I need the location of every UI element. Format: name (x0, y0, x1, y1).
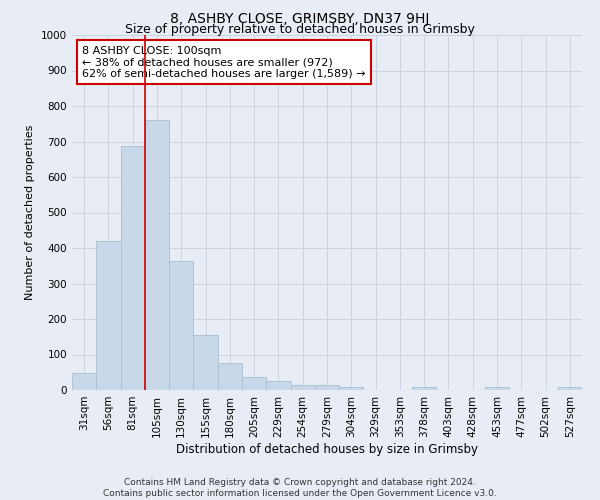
Bar (412, 387, 436, 390)
Bar (485, 387, 509, 390)
Bar (558, 387, 582, 390)
Bar (121, 146, 145, 390)
Bar (290, 384, 315, 390)
Bar (193, 335, 218, 390)
Text: Size of property relative to detached houses in Grimsby: Size of property relative to detached ho… (125, 22, 475, 36)
Y-axis label: Number of detached properties: Number of detached properties (25, 125, 35, 300)
Bar (339, 387, 364, 390)
Bar (169, 262, 193, 390)
Bar (145, 120, 169, 390)
Text: Contains HM Land Registry data © Crown copyright and database right 2024.
Contai: Contains HM Land Registry data © Crown c… (103, 478, 497, 498)
Bar (315, 384, 339, 390)
Bar (72, 373, 96, 390)
Bar (266, 381, 290, 390)
Bar (218, 364, 242, 390)
Text: 8, ASHBY CLOSE, GRIMSBY, DN37 9HJ: 8, ASHBY CLOSE, GRIMSBY, DN37 9HJ (170, 12, 430, 26)
Bar (96, 241, 121, 390)
Bar (242, 376, 266, 390)
X-axis label: Distribution of detached houses by size in Grimsby: Distribution of detached houses by size … (176, 442, 478, 456)
Text: 8 ASHBY CLOSE: 100sqm
← 38% of detached houses are smaller (972)
62% of semi-det: 8 ASHBY CLOSE: 100sqm ← 38% of detached … (82, 46, 366, 79)
